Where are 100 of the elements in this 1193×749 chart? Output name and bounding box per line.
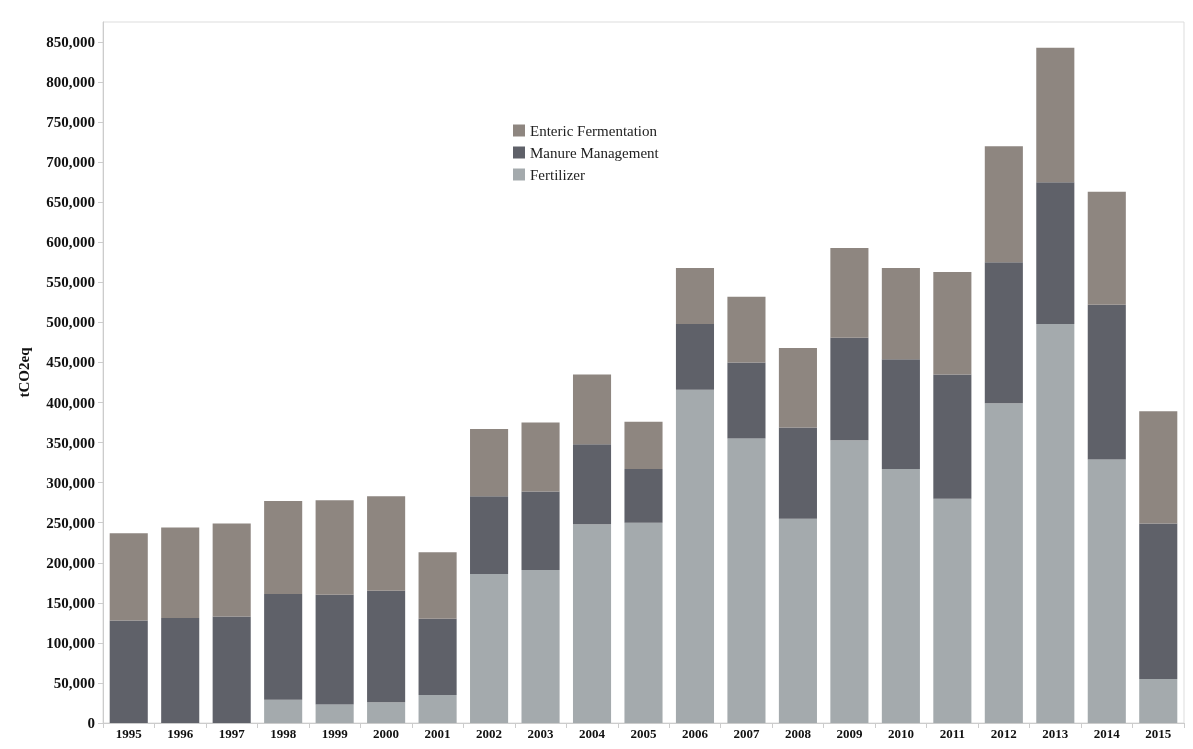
bar [881,267,920,360]
y-tick-label: 350,000 [46,434,95,451]
y-tick-label: 100,000 [46,634,95,651]
bar [1036,324,1075,723]
y-tick-label: 750,000 [46,114,95,131]
bar [624,421,663,470]
bar [521,491,560,570]
bar [1036,47,1075,183]
x-tick-label: 2011 [939,726,966,741]
bar [933,498,972,723]
x-tick-label: 1995 [115,726,143,741]
y-tick-label: 650,000 [46,194,95,211]
bar [1139,411,1178,524]
bar [727,438,766,723]
y-tick-label: 850,000 [46,34,95,51]
bar [315,500,354,595]
legend-label: Manure Management [530,144,660,161]
bar [109,620,148,723]
bar [470,573,509,723]
x-tick-label: 2005 [630,726,657,741]
bar [161,527,200,619]
bar [1139,678,1178,723]
bar [1139,523,1178,679]
y-tick-label: 450,000 [46,354,95,371]
bar [572,524,612,723]
bar [727,362,766,439]
x-tick-label: 1997 [218,726,246,741]
bar [367,702,406,723]
y-tick-label: 400,000 [46,394,95,411]
bar [984,262,1023,404]
x-tick-label: 2003 [527,726,555,741]
x-tick-label: 2006 [681,726,709,741]
bar [264,699,303,723]
legend-label: Fertilizer [530,166,585,183]
bar [984,146,1023,263]
x-tick-label: 2000 [373,726,400,741]
y-tick-label: 550,000 [46,274,95,291]
x-tick-label: 2013 [1042,726,1069,741]
bar [521,569,560,723]
bar [264,501,303,595]
bar [830,247,869,338]
y-axis-title: tCO2eq [15,346,32,398]
x-tick-label: 2010 [887,726,914,741]
legend-label: Enteric Fermentation [530,122,658,139]
bar [1036,182,1075,325]
y-tick-label: 200,000 [46,554,95,571]
bar [830,337,869,441]
x-tick-label: 2014 [1093,726,1121,741]
bar [572,374,612,445]
bar [1087,304,1126,460]
bar [881,359,920,470]
bar [109,533,148,621]
x-tick-label: 2012 [990,726,1017,741]
bar [778,348,817,428]
x-tick-label: 2002 [476,726,503,741]
bar [933,271,972,375]
y-tick-label: 700,000 [46,154,95,171]
y-tick-label: 600,000 [46,234,95,251]
bar [778,518,817,723]
y-tick-label: 50,000 [53,674,95,691]
bar [161,618,200,723]
x-tick-label: 1999 [321,726,349,741]
bar [315,704,354,723]
x-tick-label: 1998 [270,726,297,741]
y-tick-label: 150,000 [46,594,95,611]
bar [624,469,663,523]
y-tick-label: 500,000 [46,314,95,331]
bar [212,523,251,617]
bar [778,427,817,519]
bar [418,694,457,723]
bar [624,522,663,723]
bar [367,496,406,591]
x-tick-label: 2009 [836,726,863,741]
x-tick-label: 2004 [579,726,606,741]
bar [418,552,457,619]
x-tick-label: 2008 [784,726,812,741]
y-tick-label: 800,000 [46,74,95,91]
bar [1087,191,1126,305]
bar [521,422,560,492]
x-tick-label: 2001 [424,726,451,741]
bar [830,440,869,723]
x-tick-label: 1996 [167,726,194,741]
bar [1087,459,1126,723]
bar [470,496,509,574]
bar [675,267,715,325]
bar [675,389,715,723]
bar [367,590,406,703]
bar [984,403,1023,723]
bar [315,594,354,705]
bar [572,444,612,525]
bar [881,469,920,723]
x-tick-label: 2007 [733,726,760,741]
bar [470,428,509,497]
bar [675,324,715,390]
bar [933,374,972,499]
y-tick-label: 250,000 [46,514,95,531]
bar [418,618,457,695]
bar [727,296,766,363]
y-tick-label: 0 [87,715,95,731]
bar [264,594,303,700]
